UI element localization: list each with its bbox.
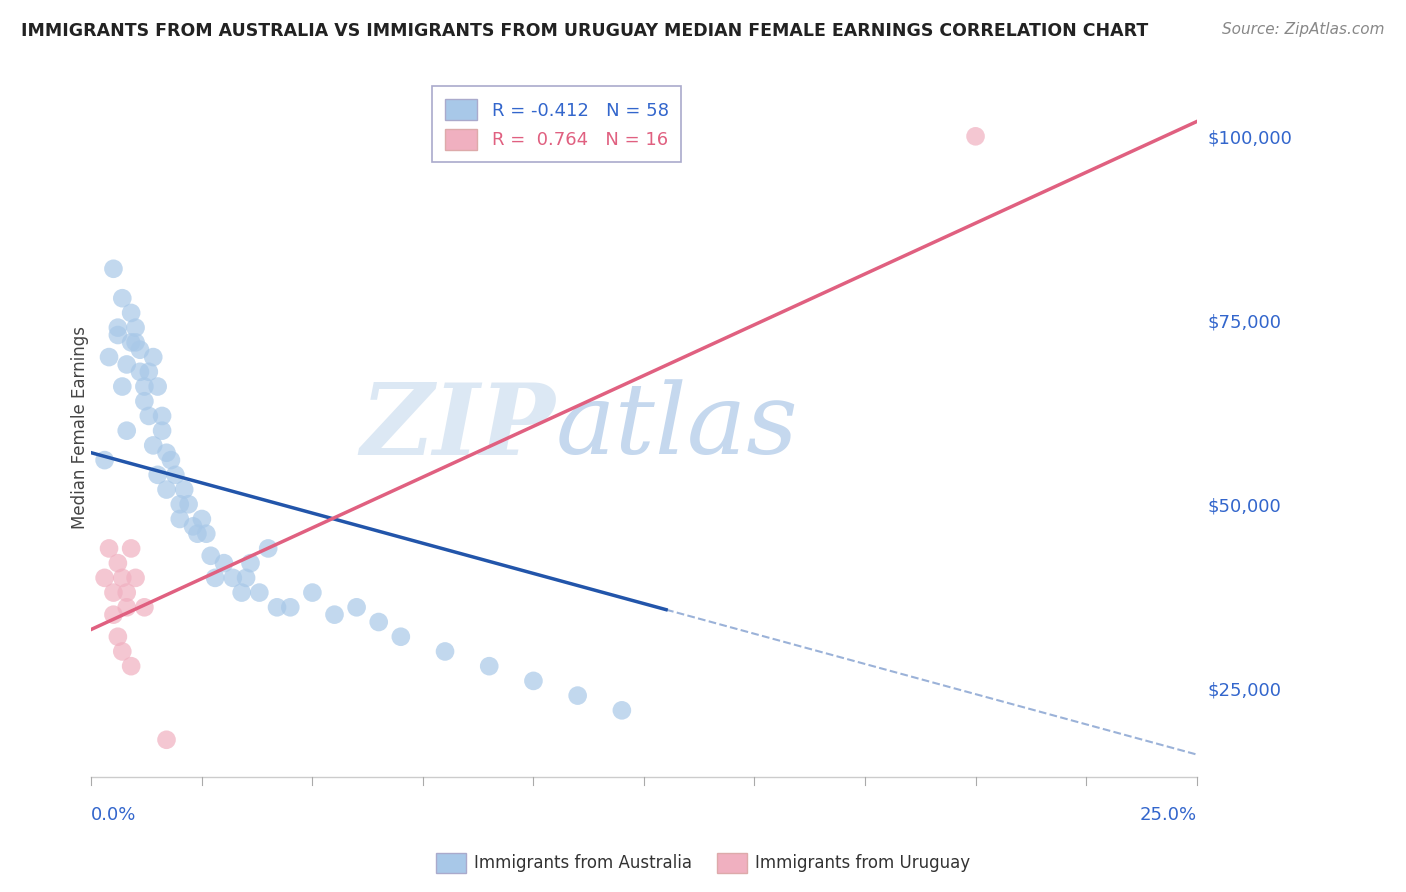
Point <box>266 600 288 615</box>
Point <box>191 512 214 526</box>
Point <box>155 446 177 460</box>
Point <box>103 607 125 622</box>
Point <box>610 703 633 717</box>
Point <box>155 732 177 747</box>
Legend: R = -0.412   N = 58, R =  0.764   N = 16: R = -0.412 N = 58, R = 0.764 N = 16 <box>432 87 681 162</box>
Point <box>278 600 301 615</box>
Point <box>124 571 146 585</box>
Point <box>173 483 195 497</box>
Text: IMMIGRANTS FROM AUSTRALIA VS IMMIGRANTS FROM URUGUAY MEDIAN FEMALE EARNINGS CORR: IMMIGRANTS FROM AUSTRALIA VS IMMIGRANTS … <box>21 22 1149 40</box>
Point <box>146 379 169 393</box>
Point <box>222 571 245 585</box>
Point <box>150 409 173 423</box>
Point <box>212 556 235 570</box>
Point <box>200 549 222 563</box>
Point <box>160 453 183 467</box>
Point <box>522 673 544 688</box>
Point <box>142 350 165 364</box>
Point <box>346 600 368 615</box>
Point <box>138 365 160 379</box>
Point <box>107 320 129 334</box>
Point <box>107 630 129 644</box>
Point <box>155 483 177 497</box>
Point <box>186 526 208 541</box>
Point <box>195 526 218 541</box>
Point <box>111 644 134 658</box>
Point <box>107 556 129 570</box>
Point <box>93 571 115 585</box>
Point <box>150 424 173 438</box>
Point <box>111 379 134 393</box>
Point <box>389 630 412 644</box>
Point <box>204 571 226 585</box>
Point <box>129 343 152 357</box>
Point <box>120 306 142 320</box>
Point <box>134 394 156 409</box>
Point <box>129 365 152 379</box>
Point <box>115 424 138 438</box>
Point <box>181 519 204 533</box>
Point <box>323 607 346 622</box>
Point <box>478 659 501 673</box>
Point <box>247 585 270 599</box>
Point <box>301 585 323 599</box>
Point <box>111 571 134 585</box>
Point <box>239 556 262 570</box>
Point <box>235 571 257 585</box>
Point <box>146 467 169 482</box>
Point <box>124 335 146 350</box>
Point <box>111 291 134 305</box>
Point <box>103 261 125 276</box>
Point <box>257 541 280 556</box>
Point <box>169 497 191 511</box>
Point <box>115 585 138 599</box>
Y-axis label: Median Female Earnings: Median Female Earnings <box>72 326 89 528</box>
Point <box>165 467 187 482</box>
Text: ZIP: ZIP <box>360 379 555 475</box>
Point <box>115 600 138 615</box>
Point <box>567 689 589 703</box>
Point <box>231 585 253 599</box>
Point <box>98 541 121 556</box>
Point <box>134 379 156 393</box>
Point <box>107 328 129 343</box>
Point <box>120 335 142 350</box>
Point <box>98 350 121 364</box>
Text: 0.0%: 0.0% <box>91 806 136 824</box>
Point <box>103 585 125 599</box>
Point <box>138 409 160 423</box>
Point <box>367 615 389 629</box>
Point <box>142 438 165 452</box>
Text: atlas: atlas <box>555 379 799 475</box>
Text: Source: ZipAtlas.com: Source: ZipAtlas.com <box>1222 22 1385 37</box>
Point <box>93 453 115 467</box>
Point <box>965 129 987 144</box>
Point <box>434 644 457 658</box>
Legend: Immigrants from Australia, Immigrants from Uruguay: Immigrants from Australia, Immigrants fr… <box>429 847 977 880</box>
Point <box>124 320 146 334</box>
Point <box>169 512 191 526</box>
Point <box>177 497 200 511</box>
Text: 25.0%: 25.0% <box>1139 806 1197 824</box>
Point <box>134 600 156 615</box>
Point <box>115 358 138 372</box>
Point <box>120 659 142 673</box>
Point <box>120 541 142 556</box>
